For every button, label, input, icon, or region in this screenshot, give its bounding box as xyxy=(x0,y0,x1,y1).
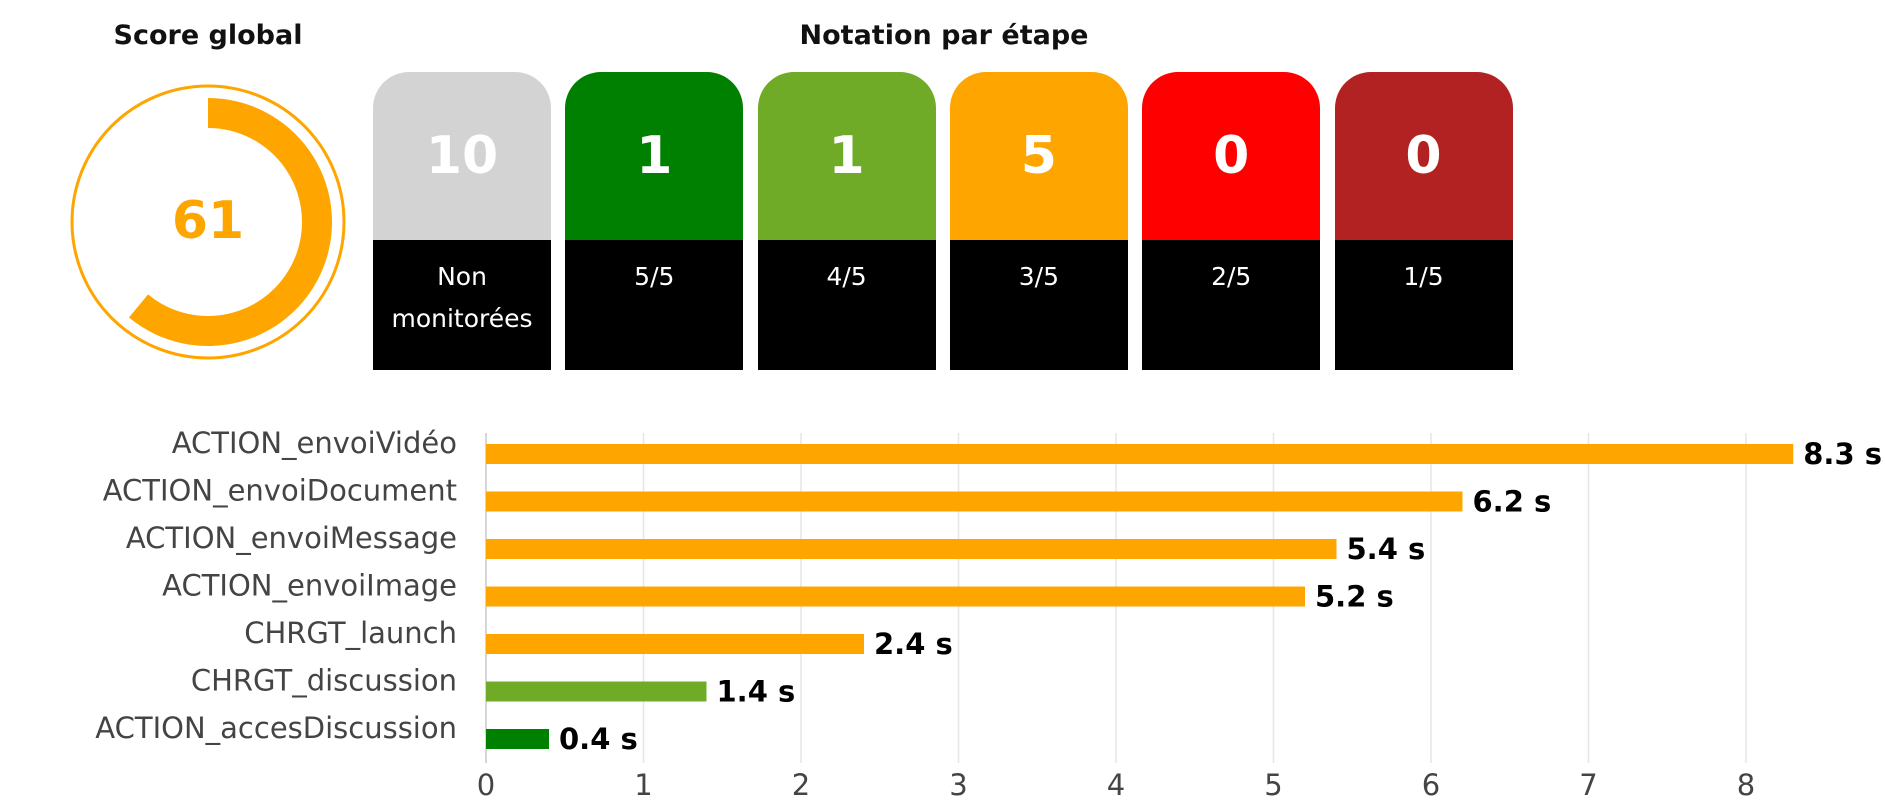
x-tick-label: 2 xyxy=(792,768,810,800)
bar xyxy=(486,681,707,702)
card-label: 4/5 xyxy=(757,240,936,370)
gauge-arc xyxy=(128,98,332,346)
card-count: 1 xyxy=(565,72,744,240)
x-tick-label: 3 xyxy=(949,768,967,800)
value-label: 8.3 s xyxy=(1803,437,1882,471)
score-card: 5 3/5 xyxy=(949,72,1128,370)
bar xyxy=(486,444,1794,464)
card-count: 5 xyxy=(949,72,1128,240)
category-label: CHRGT_launch xyxy=(244,616,457,650)
value-label: 6.2 s xyxy=(1473,485,1552,519)
value-label: 5.4 s xyxy=(1347,532,1426,566)
bar xyxy=(486,491,1463,512)
score-card: 0 2/5 xyxy=(1142,72,1321,370)
card-count: 0 xyxy=(1142,72,1321,240)
x-tick-label: 7 xyxy=(1579,768,1597,800)
score-card: 0 1/5 xyxy=(1334,72,1513,370)
x-tick-label: 0 xyxy=(477,768,495,800)
card-count: 10 xyxy=(373,72,551,240)
bar xyxy=(486,586,1305,607)
card-label: 3/5 xyxy=(949,240,1128,370)
category-label: ACTION_accesDiscussion xyxy=(95,711,457,745)
gauge-title: Score global xyxy=(113,20,303,51)
score-card: 10 Non monitorées xyxy=(373,72,551,370)
score-card: 1 4/5 xyxy=(757,72,936,370)
bar xyxy=(486,634,864,654)
bar xyxy=(486,539,1337,559)
x-tick-label: 6 xyxy=(1422,768,1440,800)
category-label: ACTION_envoiVidéo xyxy=(172,426,457,460)
category-label: ACTION_envoiMessage xyxy=(126,521,457,555)
x-tick-label: 8 xyxy=(1737,768,1755,800)
x-tick-label: 1 xyxy=(634,768,652,800)
gauge-value: 61 xyxy=(172,191,244,251)
score-card: 1 5/5 xyxy=(565,72,744,370)
cards-title: Notation par étape xyxy=(799,20,1089,51)
value-label: 1.4 s xyxy=(717,675,796,709)
card-count: 0 xyxy=(1334,72,1513,240)
card-label: 1/5 xyxy=(1334,240,1513,370)
card-label: 5/5 xyxy=(565,240,744,370)
card-label: Non monitorées xyxy=(373,240,551,370)
category-label: ACTION_envoiImage xyxy=(162,569,457,603)
x-tick-label: 5 xyxy=(1264,768,1282,800)
card-label: 2/5 xyxy=(1142,240,1321,370)
gauge-ring xyxy=(70,84,346,360)
value-label: 2.4 s xyxy=(874,627,953,661)
card-count: 1 xyxy=(757,72,936,240)
bar xyxy=(486,729,549,749)
category-label: ACTION_envoiDocument xyxy=(103,474,457,508)
category-label: CHRGT_discussion xyxy=(191,664,457,698)
x-tick-label: 4 xyxy=(1107,768,1125,800)
value-label: 0.4 s xyxy=(559,722,638,756)
value-label: 5.2 s xyxy=(1315,580,1394,614)
